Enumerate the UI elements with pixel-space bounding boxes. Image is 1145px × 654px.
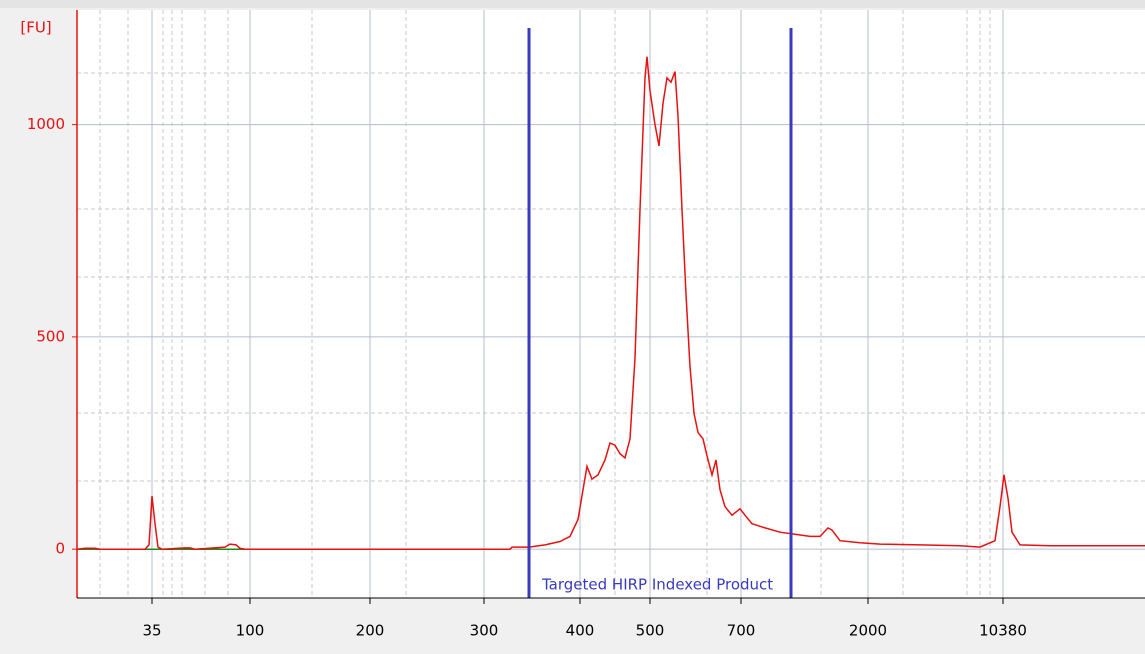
x-tick-label: 2000 — [849, 622, 887, 640]
annotation: Targeted HIRP Indexed Product — [541, 576, 773, 594]
minor-grid — [77, 10, 1145, 598]
marks — [76, 28, 1145, 598]
x-tick-label: 300 — [470, 622, 499, 640]
x-tick-label: 700 — [727, 622, 756, 640]
y-axis-label: [FU] — [20, 19, 51, 37]
y-tick-label: 0 — [55, 540, 65, 558]
x-tick-label: 500 — [636, 622, 665, 640]
x-tick-label: 200 — [356, 622, 385, 640]
y-tick-label: 500 — [36, 327, 65, 345]
top-strip — [0, 0, 1145, 8]
x-tick-label: 400 — [566, 622, 595, 640]
trace-line — [76, 56, 1145, 550]
y-tick-label: 1000 — [27, 115, 65, 133]
x-tick-label: 100 — [236, 622, 265, 640]
x-tick-label: 10380 — [979, 622, 1027, 640]
plot-area — [77, 10, 1145, 598]
x-tick-label: 35 — [142, 622, 161, 640]
